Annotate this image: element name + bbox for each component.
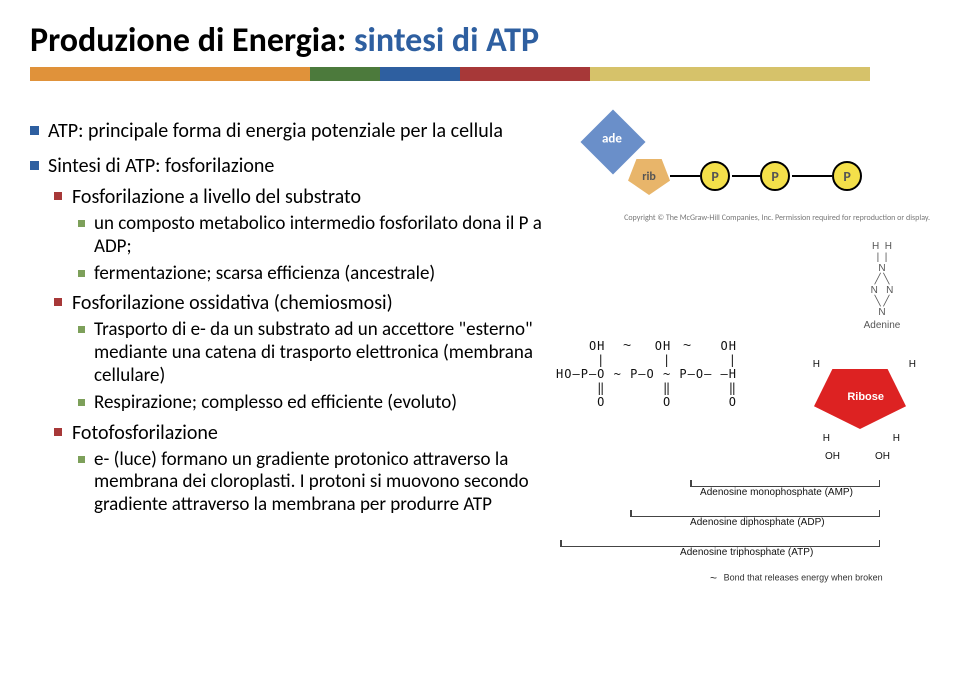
- bullet-l3: Respirazione; complesso ed efficiente (e…: [78, 392, 544, 415]
- figure-column: ade rib P P P Copyright © The McGraw-Hil…: [550, 119, 930, 589]
- atp-label: Adenosine triphosphate (ATP): [680, 547, 813, 558]
- rib-label: rib: [642, 170, 656, 184]
- bullet-l2: Fosforilazione a livello del substrato u…: [54, 185, 544, 285]
- oh-label: OH: [875, 451, 890, 462]
- bullet-l2: Fotofosforilazione e- (luce) formano un …: [54, 421, 544, 517]
- h-label: H: [909, 359, 916, 370]
- amp-label: Adenosine monophosphate (AMP): [700, 487, 853, 498]
- bullet-l3: fermentazione; scarsa efficienza (ancest…: [78, 263, 544, 286]
- bar-5: [30, 67, 310, 81]
- h-label: H: [823, 433, 830, 444]
- phosphate-2: P: [760, 161, 790, 191]
- phosphate-formula: OH OH OH | | | HO—P—O ~ P—O ~ P—O— —H ‖ …: [556, 325, 737, 423]
- h-label: H: [813, 359, 820, 370]
- bond-line: [670, 175, 700, 177]
- atp-schematic: ade rib P P P: [550, 119, 930, 209]
- atp-molecule-figure: H H| |N╱ ╲N N╲ ╱N Adenine OH OH OH | | |…: [550, 229, 930, 589]
- title-part1: Produzione di Energia:: [30, 20, 354, 61]
- bullet-text: Sintesi di ATP: fosforilazione: [48, 154, 274, 178]
- bullet-l3: un composto metabolico intermedio fosfor…: [78, 213, 544, 259]
- bullet-l1: ATP: principale forma di energia potenzi…: [30, 119, 544, 144]
- bullet-l3: Trasporto di e- da un substrato ad un ac…: [78, 319, 544, 387]
- adenine-ring: H H| |N╱ ╲N N╲ ╱N Adenine: [840, 241, 924, 331]
- adenine-label: Adenine: [840, 320, 924, 331]
- bullet-l2: Fosforilazione ossidativa (chemiosmosi) …: [54, 291, 544, 414]
- bullet-text: Fotofosforilazione: [72, 421, 218, 445]
- bond-line: [792, 175, 832, 177]
- phosphate-3: P: [832, 161, 862, 191]
- squiggle-icon: ~: [710, 571, 717, 585]
- high-energy-bond-icon: ~: [683, 337, 691, 353]
- ade-label: ade: [602, 131, 622, 146]
- phosphate-1: P: [700, 161, 730, 191]
- legend-text: Bond that releases energy when broken: [724, 572, 883, 582]
- ribose-label: Ribose: [847, 391, 884, 403]
- bullet-text: Fosforilazione ossidativa (chemiosmosi): [72, 291, 393, 315]
- ring-ascii: H H| |N╱ ╲N N╲ ╱N: [840, 241, 924, 318]
- adp-label: Adenosine diphosphate (ADP): [690, 517, 825, 528]
- accent-bars: [30, 67, 930, 81]
- ribose-shape: rib: [628, 159, 670, 195]
- copyright-text: Copyright © The McGraw-Hill Companies, I…: [550, 213, 930, 223]
- bond-line: [732, 175, 760, 177]
- title-part2: sintesi di ATP: [354, 20, 539, 61]
- high-energy-bond-icon: ~: [623, 337, 631, 353]
- oh-label: OH: [825, 451, 840, 462]
- h-label: H: [893, 433, 900, 444]
- bullet-column: ATP: principale forma di energia potenzi…: [30, 119, 544, 589]
- bullet-l1: Sintesi di ATP: fosforilazione Fosforila…: [30, 154, 544, 517]
- page-title: Produzione di Energia: sintesi di ATP: [30, 20, 930, 61]
- bond-legend: ~ Bond that releases energy when broken: [710, 571, 883, 585]
- bullet-l3: e- (luce) formano un gradiente protonico…: [78, 449, 544, 517]
- bullet-text: Fosforilazione a livello del substrato: [72, 185, 361, 209]
